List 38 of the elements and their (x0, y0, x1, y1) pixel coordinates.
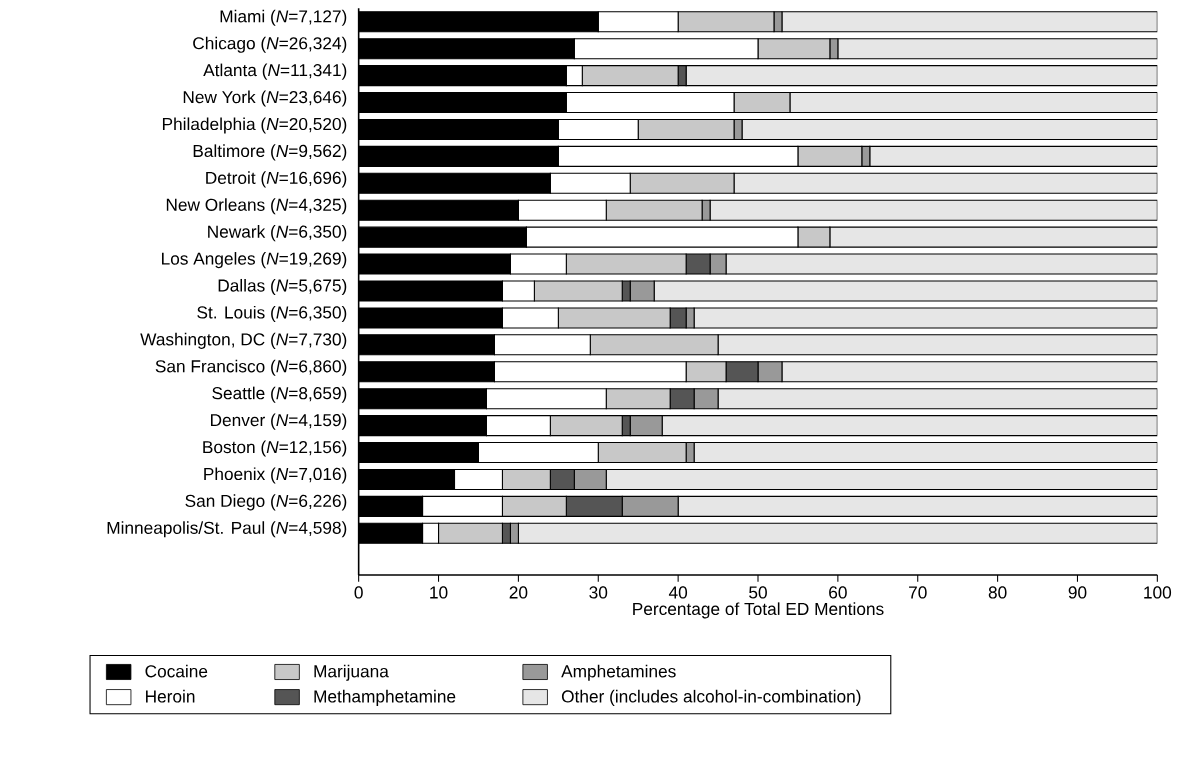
legend-label: Heroin (146, 689, 195, 703)
x-tick-label: 60 (829, 586, 847, 599)
y-tick-label: San Diego (N=6,226) (185, 494, 347, 511)
legend-label: Marijuana (314, 664, 389, 681)
y-tick-label: New Orleans (N=4,325) (166, 198, 347, 215)
x-tick-label: 20 (509, 586, 528, 599)
y-tick-label: Phoenix (N=7,016) (204, 467, 347, 484)
y-tick-label: Dallas (N=5,675) (218, 278, 347, 296)
legend-label: Amphetamines (561, 664, 676, 681)
x-tick-label: 0 (354, 586, 363, 599)
y-tick-label: Baltimore (N=9,562) (193, 144, 347, 161)
x-axis-title: Percentage of Total ED Mentions (633, 602, 884, 619)
y-tick-label: San Francisco (N=6,860) (155, 359, 347, 376)
x-tick-label: 10 (430, 586, 448, 599)
x-tick-label: 70 (909, 586, 927, 599)
x-tick-label: 100 (1144, 586, 1172, 599)
y-tick-label: St. Louis (N=6,350) (197, 305, 347, 322)
x-tick-label: 30 (589, 586, 608, 599)
y-tick-label: Minneapolis/St. Paul (N=4,598) (107, 521, 347, 538)
legend-label: Cocaine (145, 664, 208, 678)
y-tick-label: Los Angeles (N=19,269) (162, 252, 347, 269)
legend-label: Methamphetamine (314, 689, 456, 706)
x-tick-label: 90 (1068, 586, 1087, 599)
y-tick-label: Denver (N=4,159) (211, 413, 347, 430)
y-tick-label: Miami (N=7,127) (220, 9, 347, 26)
y-tick-label: New York (N=23,646) (183, 90, 347, 107)
y-tick-label: Newark (N=6,350) (208, 225, 347, 242)
y-tick-label: Detroit (N=16,696) (206, 171, 347, 188)
legend-label: Other (includes alcohol-in-combination) (561, 689, 861, 706)
y-tick-label: Atlanta (N=11,341) (203, 63, 347, 80)
y-tick-label: Seattle (N=8,659) (212, 386, 347, 403)
x-tick-label: 50 (749, 586, 767, 599)
y-tick-label: Washington, DC (N=7,730) (140, 332, 347, 349)
y-tick-label: Chicago (N=26,324) (193, 36, 347, 53)
x-tick-label: 80 (988, 586, 1007, 599)
x-tick-label: 40 (668, 586, 688, 599)
y-tick-label: Philadelphia (N=20,520) (162, 117, 347, 134)
y-tick-label: Boston (N=12,156) (203, 440, 347, 457)
